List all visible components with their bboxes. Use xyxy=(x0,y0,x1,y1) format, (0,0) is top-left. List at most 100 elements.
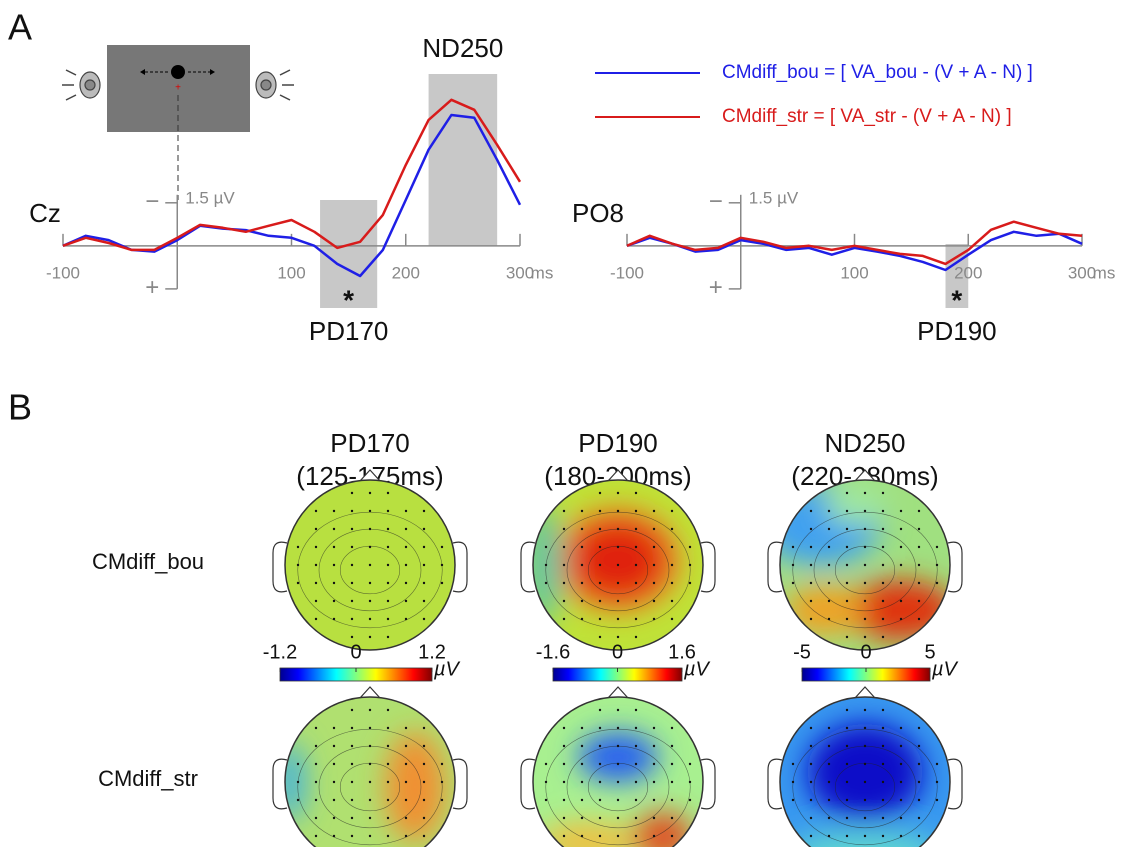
electrode xyxy=(688,563,692,567)
electrode xyxy=(809,563,813,567)
electrode xyxy=(350,581,354,585)
electrode xyxy=(899,617,903,621)
electrode xyxy=(845,617,849,621)
electrode xyxy=(827,798,831,802)
electrode xyxy=(562,563,566,567)
electrode xyxy=(314,726,318,730)
electrode xyxy=(440,581,444,585)
electrode xyxy=(827,563,831,567)
electrode xyxy=(809,726,813,730)
electrode xyxy=(688,780,692,784)
electrode xyxy=(670,545,674,549)
electrode xyxy=(404,798,408,802)
electrode xyxy=(652,726,656,730)
electrode xyxy=(368,527,372,531)
electrode xyxy=(899,509,903,513)
electrode xyxy=(652,545,656,549)
colorbar-unit: µV xyxy=(683,658,711,680)
y-tick-label: − xyxy=(709,188,723,215)
electrode xyxy=(899,744,903,748)
electrode xyxy=(616,798,620,802)
electrode xyxy=(809,780,813,784)
channel-label: Cz xyxy=(29,198,61,228)
electrode xyxy=(670,617,674,621)
electrode xyxy=(688,545,692,549)
electrode xyxy=(314,545,318,549)
nose xyxy=(854,469,876,482)
electrode xyxy=(917,545,921,549)
electrode xyxy=(688,762,692,766)
electrode xyxy=(634,816,638,820)
electrode xyxy=(580,617,584,621)
electrode xyxy=(580,581,584,585)
electrode xyxy=(827,762,831,766)
electrode xyxy=(827,617,831,621)
colorbar-tick-label: 0 xyxy=(350,641,361,663)
electrode xyxy=(935,581,939,585)
electrode xyxy=(791,762,795,766)
electrode xyxy=(404,816,408,820)
electrode xyxy=(422,798,426,802)
electrode xyxy=(368,780,372,784)
electrode xyxy=(386,617,390,621)
electrode xyxy=(580,834,584,838)
electrode xyxy=(350,798,354,802)
electrode xyxy=(350,527,354,531)
electrode xyxy=(580,816,584,820)
electrode xyxy=(791,798,795,802)
electrode xyxy=(296,780,300,784)
electrode xyxy=(845,581,849,585)
electrode xyxy=(314,617,318,621)
electrode xyxy=(404,581,408,585)
electrode xyxy=(350,545,354,549)
electrode xyxy=(791,545,795,549)
electrode xyxy=(863,834,867,838)
electrode xyxy=(332,816,336,820)
electrode xyxy=(881,726,885,730)
electrode xyxy=(386,563,390,567)
head-outline xyxy=(284,479,456,651)
electrode xyxy=(296,581,300,585)
column-title: PD190 xyxy=(578,428,658,458)
electrode xyxy=(881,708,885,712)
electrode xyxy=(314,834,318,838)
nose xyxy=(854,686,876,699)
electrode xyxy=(598,635,602,639)
colorbar-tick-label: -1.6 xyxy=(536,641,570,663)
electrode xyxy=(899,798,903,802)
electrode xyxy=(845,762,849,766)
electrode xyxy=(368,635,372,639)
colorbar-tick-label: -5 xyxy=(793,641,811,663)
electrode xyxy=(386,762,390,766)
electrode xyxy=(827,834,831,838)
electrode xyxy=(544,545,548,549)
electrode xyxy=(863,527,867,531)
electrode xyxy=(845,798,849,802)
electrode xyxy=(917,726,921,730)
electrode xyxy=(670,599,674,603)
electrode xyxy=(562,780,566,784)
electrode xyxy=(634,527,638,531)
electrode xyxy=(881,527,885,531)
electrode xyxy=(562,798,566,802)
channel-label: PO8 xyxy=(572,198,624,228)
electrode xyxy=(580,599,584,603)
electrode xyxy=(296,762,300,766)
electrode xyxy=(616,545,620,549)
electrode xyxy=(350,816,354,820)
electrode xyxy=(404,744,408,748)
electrode xyxy=(314,563,318,567)
electrode xyxy=(863,563,867,567)
electrode xyxy=(368,816,372,820)
electrode xyxy=(652,780,656,784)
electrode xyxy=(881,816,885,820)
electrode xyxy=(845,780,849,784)
electrode xyxy=(616,563,620,567)
electrode xyxy=(368,762,372,766)
ear xyxy=(947,541,963,593)
electrode xyxy=(314,744,318,748)
electrode xyxy=(634,545,638,549)
electrode xyxy=(670,726,674,730)
electrode xyxy=(368,708,372,712)
electrode xyxy=(368,563,372,567)
